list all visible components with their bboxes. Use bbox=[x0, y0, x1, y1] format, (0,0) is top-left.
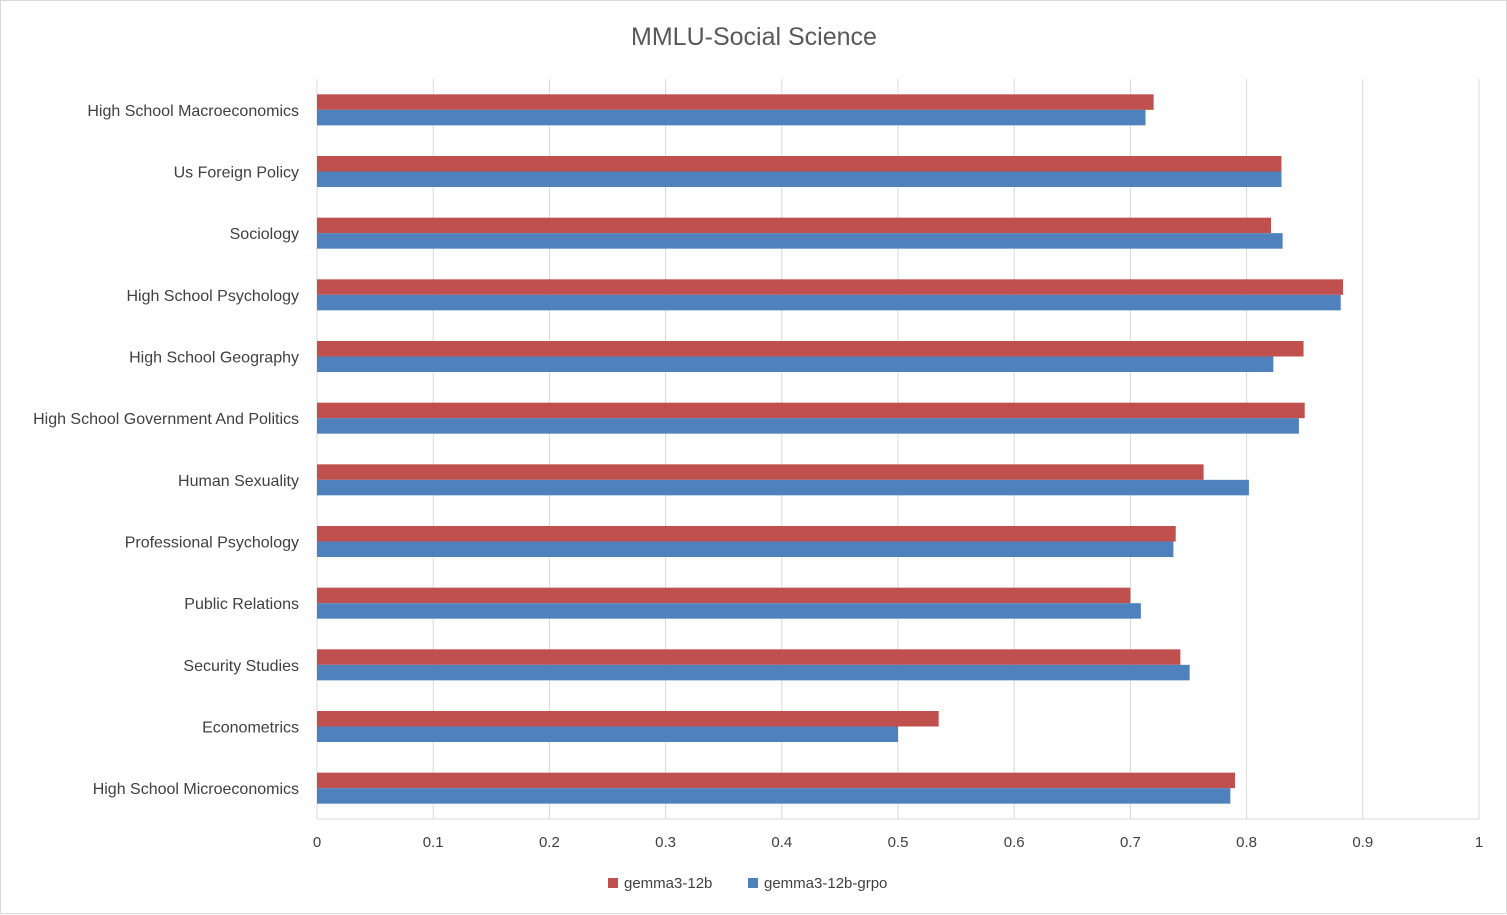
category-label: High School Government And Politics bbox=[33, 411, 299, 428]
bar-gemma3-12b-grpo bbox=[317, 603, 1141, 619]
bar-gemma3-12b-grpo bbox=[317, 294, 1341, 311]
bar-gemma3-12b bbox=[317, 156, 1282, 172]
bar-gemma3-12b bbox=[317, 217, 1272, 234]
bar-gemma3-12b bbox=[317, 772, 1235, 789]
x-tick-label: 0.1 bbox=[423, 834, 444, 851]
chart-title: MMLU-Social Science bbox=[631, 23, 877, 51]
category-label: Public Relations bbox=[184, 596, 299, 613]
bars bbox=[317, 94, 1344, 804]
bar-gemma3-12b-grpo bbox=[317, 109, 1146, 126]
bar-gemma3-12b-grpo bbox=[317, 788, 1231, 804]
legend: gemma3-12b gemma3-12b-grpo bbox=[608, 875, 887, 892]
x-tick-label: 0.7 bbox=[1120, 834, 1141, 851]
x-tick-label: 0 bbox=[313, 834, 321, 851]
category-label: High School Microeconomics bbox=[93, 781, 299, 798]
x-tick-label: 0.4 bbox=[771, 834, 792, 851]
category-label: High School Macroeconomics bbox=[87, 103, 299, 120]
bar-gemma3-12b bbox=[317, 587, 1131, 604]
bar-gemma3-12b bbox=[317, 279, 1344, 295]
x-tick-label: 1 bbox=[1475, 834, 1483, 851]
x-tick-label: 0.5 bbox=[888, 834, 909, 851]
bar-gemma3-12b bbox=[317, 402, 1305, 419]
x-tick-label: 0.8 bbox=[1236, 834, 1257, 851]
category-label: Sociology bbox=[230, 226, 299, 243]
bar-gemma3-12b-grpo bbox=[317, 541, 1174, 557]
bar-gemma3-12b bbox=[317, 464, 1204, 480]
bar-gemma3-12b bbox=[317, 711, 939, 727]
bar-gemma3-12b bbox=[317, 94, 1154, 110]
bar-gemma3-12b-grpo bbox=[317, 233, 1283, 249]
category-label: High School Psychology bbox=[126, 288, 299, 305]
bar-gemma3-12b-grpo bbox=[317, 356, 1274, 372]
gridlines bbox=[316, 79, 1480, 819]
legend-swatch bbox=[748, 878, 758, 888]
bar-gemma3-12b-grpo bbox=[317, 479, 1249, 496]
bar-gemma3-12b-grpo bbox=[317, 171, 1282, 187]
legend-label: gemma3-12b bbox=[624, 875, 712, 892]
x-tick-label: 0.9 bbox=[1352, 834, 1373, 851]
category-label: High School Geography bbox=[129, 350, 299, 367]
category-label: Human Sexuality bbox=[178, 473, 299, 490]
x-tick-label: 0.2 bbox=[539, 834, 560, 851]
bar-gemma3-12b-grpo bbox=[317, 664, 1190, 681]
category-label: Security Studies bbox=[183, 658, 299, 675]
category-label: Professional Psychology bbox=[125, 535, 299, 552]
bar-gemma3-12b bbox=[317, 341, 1304, 357]
bar-gemma3-12b bbox=[317, 649, 1181, 665]
x-tick-label: 0.6 bbox=[1004, 834, 1025, 851]
category-label: Us Foreign Policy bbox=[174, 165, 299, 182]
bar-gemma3-12b-grpo bbox=[317, 418, 1299, 434]
legend-label: gemma3-12b-grpo bbox=[764, 875, 887, 892]
legend-swatch bbox=[608, 878, 618, 888]
bar-gemma3-12b bbox=[317, 526, 1176, 542]
category-label: Econometrics bbox=[202, 720, 299, 737]
axes: 0 0.1 0.2 0.3 0.4 0.5 0.6 0.7 0.8 0.9 1 High School… bbox=[33, 103, 1483, 851]
bar-gemma3-12b-grpo bbox=[317, 726, 898, 742]
x-tick-label: 0.3 bbox=[655, 834, 676, 851]
